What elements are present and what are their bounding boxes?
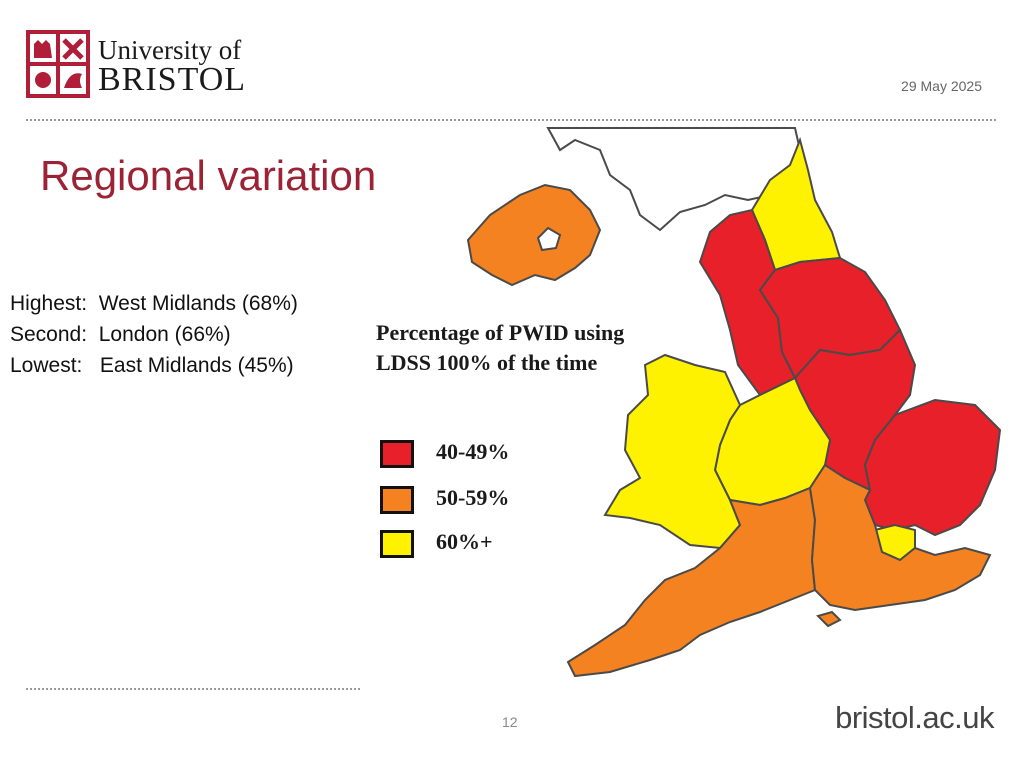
stat-highest: Highest: West Midlands (68%): [10, 288, 298, 319]
stat-label: Second:: [10, 323, 88, 346]
map-region-south-east: [808, 463, 992, 612]
slide-date: 29 May 2025: [901, 78, 982, 94]
stat-second: Second: London (66%): [10, 319, 298, 350]
stat-lowest: Lowest: East Midlands (45%): [10, 350, 298, 381]
map-region-northern-ireland: [466, 183, 602, 287]
regional-map: [466, 127, 1002, 678]
page-number: 12: [502, 714, 518, 730]
bottom-divider: [26, 688, 360, 690]
legend-swatch: [380, 440, 414, 468]
stat-value: London (66%): [98, 323, 231, 346]
logo-line-2: BRISTOL: [98, 61, 247, 98]
legend-swatch: [380, 530, 414, 558]
slide-title: Regional variation: [40, 152, 377, 199]
map-lake: [536, 226, 562, 252]
site-url: bristol.ac.uk: [835, 700, 994, 735]
stat-label: Highest:: [10, 292, 88, 315]
legend-label: 60%+: [436, 529, 493, 554]
university-logo: University of BRISTOL: [26, 30, 256, 100]
logo-line-1: University of: [98, 35, 242, 65]
legend-title: Percentage of PWID using LDSS 100% of th…: [376, 320, 625, 375]
legend-label: 50-59%: [436, 485, 510, 510]
stat-value: West Midlands (68%): [98, 292, 298, 315]
top-divider: [26, 119, 996, 121]
crest-icon: [26, 30, 90, 98]
legend-swatch: [380, 486, 414, 514]
stat-value: East Midlands (45%): [99, 354, 294, 377]
stats-list: Highest: West Midlands (68%) Second: Lon…: [10, 288, 298, 381]
stat-label: Lowest:: [10, 354, 83, 377]
map-isle-of-wight: [816, 610, 842, 628]
legend-label: 40-49%: [436, 439, 510, 464]
